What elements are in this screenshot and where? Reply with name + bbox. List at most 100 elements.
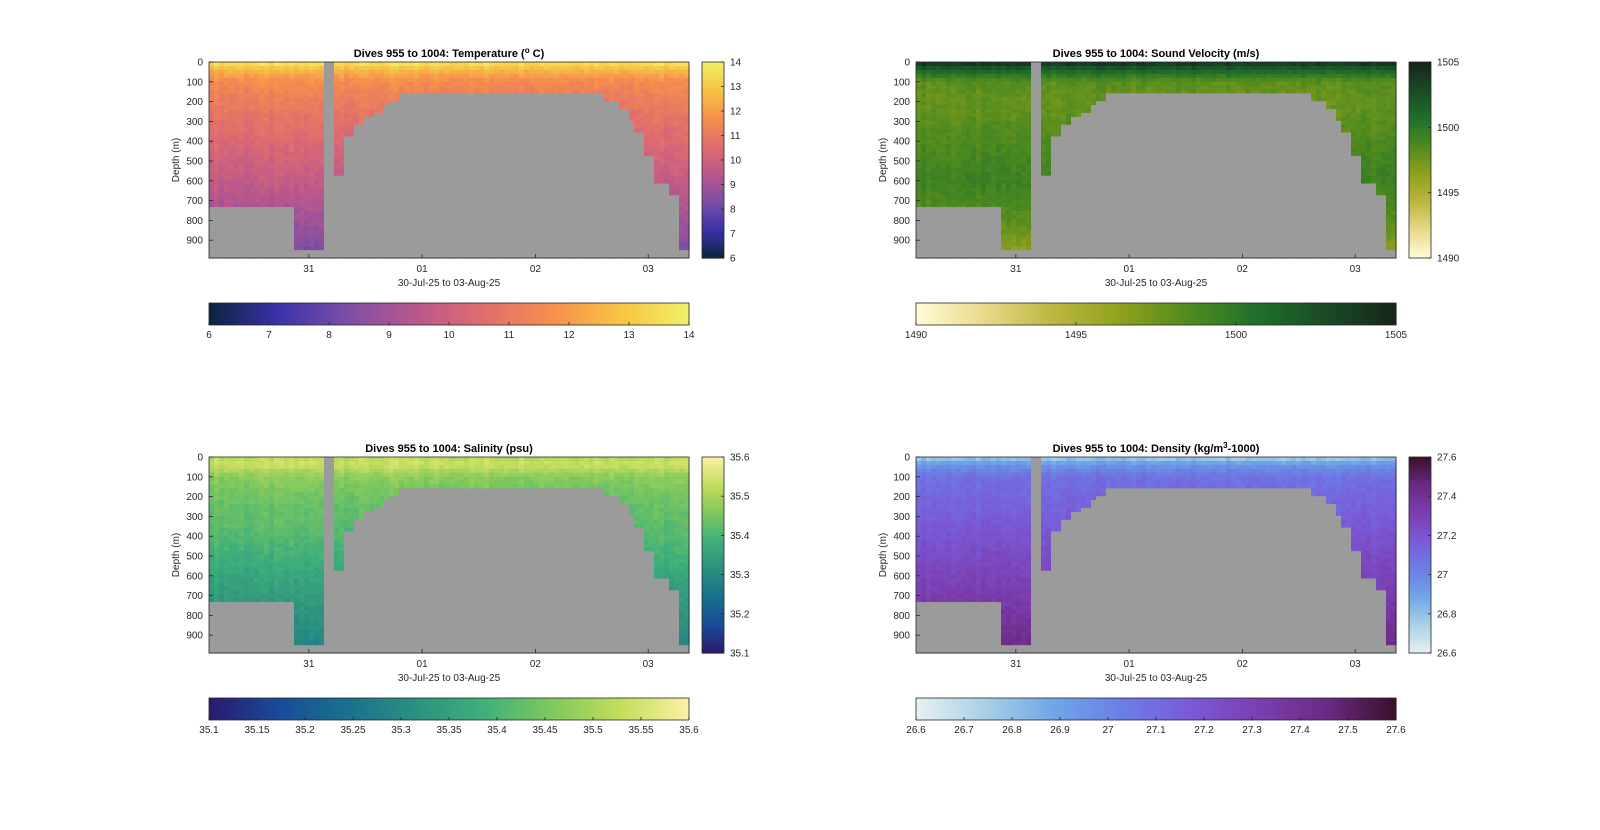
- heatmap-cell: [619, 66, 625, 71]
- heatmap-cell: [299, 136, 305, 141]
- heatmap-cell: [679, 176, 685, 181]
- heatmap-cell: [489, 86, 495, 91]
- heatmap-cell: [384, 117, 390, 122]
- heatmap-cell: [344, 238, 350, 243]
- heatmap-cell: [549, 140, 555, 145]
- heatmap-cell: [534, 74, 540, 79]
- heatmap-cell: [424, 195, 430, 200]
- heatmap-cell: [234, 219, 240, 224]
- heatmap-cell: [519, 207, 525, 212]
- heatmap-cell: [254, 227, 260, 232]
- heatmap-cell: [589, 215, 595, 220]
- heatmap-cell: [654, 62, 660, 67]
- heatmap-cell: [449, 101, 455, 106]
- heatmap-cell: [284, 152, 290, 157]
- heatmap-cell: [659, 148, 665, 153]
- heatmap-cell: [279, 176, 285, 181]
- heatmap-cell: [579, 109, 585, 114]
- heatmap-cell: [519, 136, 525, 141]
- heatmap-cell: [429, 62, 435, 67]
- heatmap-cell: [209, 86, 215, 91]
- heatmap-cell: [449, 180, 455, 185]
- heatmap-cell: [374, 184, 380, 189]
- heatmap-cell: [574, 109, 580, 114]
- heatmap-cell: [369, 125, 375, 130]
- heatmap-cell: [294, 203, 300, 208]
- heatmap-cell: [424, 109, 430, 114]
- heatmap-cell: [284, 234, 290, 239]
- heatmap-cell: [459, 215, 465, 220]
- heatmap-cell: [559, 121, 565, 126]
- heatmap-cell: [414, 97, 420, 102]
- heatmap-cell: [659, 203, 665, 208]
- heatmap-cell: [229, 129, 235, 134]
- heatmap-cell: [424, 215, 430, 220]
- heatmap-cell: [549, 203, 555, 208]
- y-tick-label: 400: [186, 137, 203, 148]
- heatmap-cell: [294, 82, 300, 87]
- heatmap-cell: [289, 172, 295, 177]
- heatmap-cell: [319, 105, 325, 110]
- heatmap-cell: [439, 136, 445, 141]
- heatmap-cell: [444, 156, 450, 161]
- heatmap-cell: [229, 195, 235, 200]
- heatmap-cell: [219, 113, 225, 118]
- heatmap-cell: [369, 93, 375, 98]
- heatmap-cell: [654, 207, 660, 212]
- heatmap-cell: [464, 187, 470, 192]
- heatmap-cell: [429, 125, 435, 130]
- heatmap-cell: [464, 211, 470, 216]
- heatmap-cell: [539, 105, 545, 110]
- heatmap-cell: [284, 191, 290, 196]
- heatmap-cell: [264, 219, 270, 224]
- heatmap-cell: [254, 74, 260, 79]
- heatmap-cell: [514, 168, 520, 173]
- heatmap-cell: [454, 82, 460, 87]
- heatmap-cell: [664, 207, 670, 212]
- heatmap-cell: [554, 101, 560, 106]
- heatmap-cell: [339, 74, 345, 79]
- heatmap-cell: [379, 215, 385, 220]
- heatmap-cell: [529, 211, 535, 216]
- heatmap-cell: [594, 113, 600, 118]
- heatmap-cell: [594, 207, 600, 212]
- heatmap-cell: [564, 125, 570, 130]
- heatmap-cell: [509, 172, 515, 177]
- heatmap-cell: [634, 82, 640, 87]
- heatmap-cell: [409, 74, 415, 79]
- heatmap-cell: [479, 117, 485, 122]
- heatmap-cell: [354, 105, 360, 110]
- heatmap-cell: [459, 172, 465, 177]
- heatmap-cell: [324, 242, 330, 247]
- heatmap-cell: [494, 242, 500, 247]
- heatmap-cell: [579, 86, 585, 91]
- heatmap-cell: [569, 121, 575, 126]
- heatmap-cell: [664, 172, 670, 177]
- heatmap-cell: [579, 148, 585, 153]
- heatmap-cell: [389, 238, 395, 243]
- heatmap-cell: [279, 231, 285, 236]
- heatmap-cell: [524, 195, 530, 200]
- heatmap-cell: [504, 78, 510, 83]
- heatmap-cell: [614, 164, 620, 169]
- heatmap-cell: [634, 133, 640, 138]
- heatmap-cell: [634, 160, 640, 165]
- heatmap-cell: [334, 246, 340, 251]
- heatmap-cell: [274, 215, 280, 220]
- heatmap-cell: [434, 199, 440, 204]
- heatmap-cell: [384, 105, 390, 110]
- heatmap-cell: [589, 242, 595, 247]
- heatmap-cell: [504, 93, 510, 98]
- heatmap-cell: [274, 176, 280, 181]
- heatmap-cell: [579, 74, 585, 79]
- heatmap-cell: [669, 195, 675, 200]
- heatmap-cell: [644, 176, 650, 181]
- heatmap-cell: [504, 250, 510, 255]
- heatmap-cell: [469, 180, 475, 185]
- heatmap-cell: [539, 195, 545, 200]
- y-tick-label: 600: [186, 176, 203, 187]
- heatmap-cell: [609, 238, 615, 243]
- heatmap-cell: [404, 195, 410, 200]
- heatmap-cell: [674, 211, 680, 216]
- heatmap-cell: [264, 86, 270, 91]
